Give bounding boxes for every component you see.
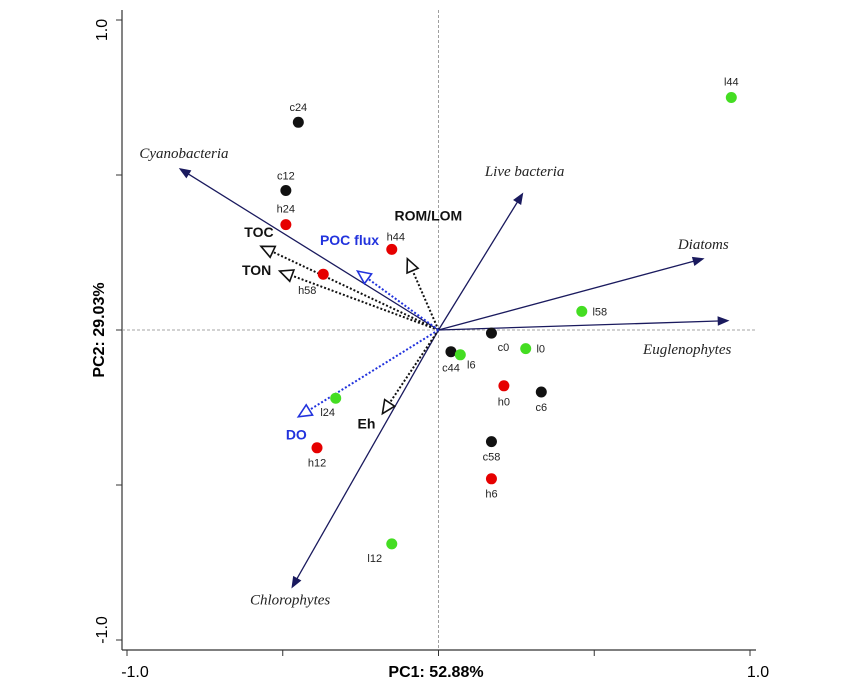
arrow-head bbox=[406, 256, 420, 275]
y-axis-title: PC2: 29.03% bbox=[91, 282, 108, 377]
loading-arrow bbox=[272, 250, 439, 331]
point-label: c12 bbox=[277, 170, 295, 182]
sample-point bbox=[485, 473, 497, 485]
loading-arrow bbox=[388, 329, 440, 404]
arrow-label: Chlorophytes bbox=[250, 593, 330, 609]
sample-point bbox=[498, 380, 510, 392]
point-label: l0 bbox=[536, 344, 545, 356]
arrow-head bbox=[513, 192, 524, 206]
y-tick-label: 1.0 bbox=[94, 19, 111, 41]
arrow-label: ROM/LOM bbox=[395, 207, 463, 223]
point-label: l12 bbox=[367, 553, 382, 565]
sample-point bbox=[280, 219, 292, 231]
arrow-label: TOC bbox=[244, 224, 273, 240]
sample-point bbox=[445, 346, 457, 358]
point-label: c0 bbox=[498, 342, 510, 354]
arrow-label: POC flux bbox=[320, 232, 379, 248]
point-label: c44 bbox=[442, 363, 460, 375]
loading-arrow bbox=[437, 201, 518, 331]
sample-point bbox=[386, 538, 398, 550]
loading-arrow bbox=[438, 320, 719, 331]
point-label: l44 bbox=[724, 76, 739, 88]
arrow-head bbox=[277, 269, 296, 283]
point-label: h0 bbox=[498, 397, 510, 409]
sample-point bbox=[520, 343, 532, 355]
arrow-head bbox=[355, 269, 373, 286]
loading-arrow bbox=[308, 329, 440, 411]
sample-point bbox=[535, 386, 547, 398]
arrow-head bbox=[381, 398, 397, 416]
point-label: h24 bbox=[277, 204, 295, 216]
sample-point bbox=[292, 116, 304, 128]
sample-point bbox=[317, 268, 329, 280]
sample-point bbox=[386, 243, 398, 255]
arrow-head bbox=[296, 403, 314, 418]
sample-point bbox=[485, 327, 497, 339]
loading-arrow bbox=[367, 277, 440, 331]
arrow-head bbox=[291, 575, 302, 589]
point-label: c58 bbox=[483, 452, 501, 464]
arrow-label: Cyanobacteria bbox=[139, 146, 228, 162]
point-label: l58 bbox=[592, 306, 607, 318]
point-label: c24 bbox=[289, 102, 307, 114]
sample-point bbox=[311, 442, 323, 454]
point-label: h6 bbox=[485, 489, 497, 501]
arrow-head bbox=[178, 168, 192, 179]
sample-point bbox=[485, 436, 497, 448]
arrow-head bbox=[717, 316, 730, 326]
arrow-head bbox=[691, 256, 705, 267]
loading-arrow bbox=[438, 260, 694, 331]
loading-arrow bbox=[411, 270, 440, 331]
y-tick-label: -1.0 bbox=[94, 616, 111, 644]
sample-point bbox=[330, 392, 342, 404]
point-label: l24 bbox=[320, 407, 335, 419]
point-label: h44 bbox=[387, 231, 405, 243]
arrow-label: DO bbox=[286, 427, 307, 443]
point-label: h12 bbox=[308, 458, 326, 470]
point-label: l6 bbox=[467, 360, 476, 372]
sample-point bbox=[576, 305, 588, 317]
arrow-label: TON bbox=[242, 262, 271, 278]
loading-arrow bbox=[188, 173, 439, 331]
arrow-label: Eh bbox=[357, 415, 375, 431]
point-label: c6 bbox=[535, 402, 547, 414]
point-label: h58 bbox=[298, 285, 316, 297]
arrow-label: Live bacteria bbox=[484, 164, 565, 180]
x-tick-label: 1.0 bbox=[747, 664, 769, 681]
arrow-head bbox=[259, 245, 277, 259]
sample-point bbox=[454, 349, 466, 361]
arrow-label: Diatoms bbox=[677, 237, 729, 253]
x-tick-label: -1.0 bbox=[121, 664, 149, 681]
x-axis-title: PC1: 52.88% bbox=[388, 664, 483, 681]
loading-arrow bbox=[296, 329, 440, 579]
arrow-label: Euglenophytes bbox=[642, 342, 731, 358]
sample-point bbox=[725, 92, 737, 103]
sample-point bbox=[280, 185, 292, 196]
